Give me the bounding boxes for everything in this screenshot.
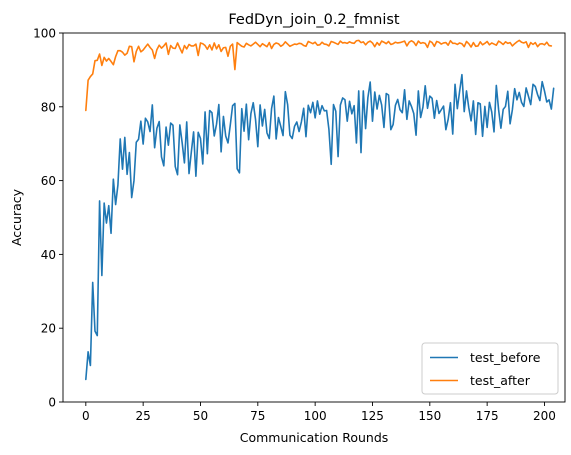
y-axis-label: Accuracy (9, 188, 24, 246)
plot-frame (62, 32, 566, 403)
x-tick-label: 175 (476, 409, 499, 423)
legend-label-test-before: test_before (470, 350, 541, 365)
x-tick-label: 125 (361, 409, 384, 423)
x-tick-label: 75 (250, 409, 265, 423)
plot-area (62, 32, 566, 403)
x-axis-label: Communication Rounds (240, 430, 389, 445)
plot-background (63, 33, 565, 402)
x-tick-label: 50 (193, 409, 208, 423)
y-axis-ticks: 0 20 40 60 80 100 (33, 27, 63, 410)
y-tick-label: 40 (41, 248, 56, 262)
chart-title: FedDyn_join_0.2_fmnist (228, 12, 400, 28)
y-tick-label: 80 (41, 100, 56, 114)
series-line-test-before (85, 73, 555, 381)
y-tick-label: 20 (41, 322, 56, 336)
y-tick-label: 0 (48, 396, 56, 410)
legend: test_before test_after (421, 342, 559, 395)
x-tick-label: 100 (304, 409, 327, 423)
legend-label-test-after: test_after (470, 373, 531, 388)
x-tick-label: 25 (136, 409, 151, 423)
x-tick-label: 150 (418, 409, 441, 423)
series-lines (85, 39, 555, 381)
x-tick-label: 0 (82, 409, 90, 423)
y-tick-label: 60 (41, 174, 56, 188)
series-line-test-after (85, 39, 553, 112)
x-axis-ticks: 0 25 50 75 100 125 150 175 200 (82, 402, 556, 423)
x-tick-label: 200 (533, 409, 556, 423)
y-tick-label: 100 (33, 27, 56, 41)
